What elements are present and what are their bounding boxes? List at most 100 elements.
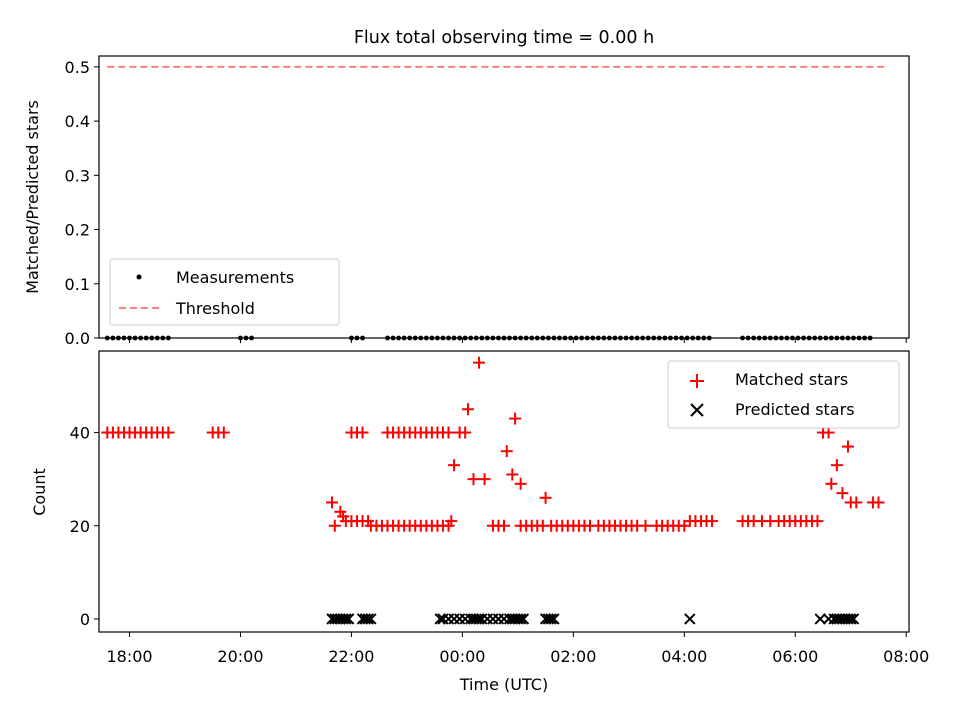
predicted-star-point xyxy=(847,613,860,625)
bottom-ytick-label: 0 xyxy=(80,610,90,629)
matched-star-point xyxy=(459,426,472,439)
measurement-point xyxy=(360,335,365,341)
measurement-point xyxy=(612,335,618,341)
matched-star-point xyxy=(498,519,510,532)
matched-star-point xyxy=(822,426,835,439)
measurement-point xyxy=(751,335,757,341)
measurement-point xyxy=(778,335,784,341)
predicted-star-point xyxy=(442,613,455,625)
measurement-point xyxy=(762,335,768,341)
measurement-point xyxy=(423,335,429,341)
measurement-point xyxy=(396,335,401,341)
matched-star-point xyxy=(162,426,175,439)
legend-threshold-label: Threshold xyxy=(175,299,255,318)
matched-star-point xyxy=(461,403,474,416)
measurement-point xyxy=(618,335,623,341)
measurement-point xyxy=(595,335,601,341)
predicted-star-point xyxy=(545,613,557,625)
matched-star-point xyxy=(509,412,522,425)
bottom-ytick-label: 20 xyxy=(70,517,90,536)
bottom-xtick-label: 00:00 xyxy=(439,647,485,666)
bottom-axes-frame xyxy=(98,350,910,633)
measurement-point xyxy=(518,335,524,341)
matched-star-point xyxy=(356,426,369,439)
bottom-xtick-label: 04:00 xyxy=(661,647,707,666)
measurement-point xyxy=(501,335,507,341)
measurement-point xyxy=(812,335,818,341)
predicted-star-point xyxy=(548,613,560,625)
matched-star-point xyxy=(825,477,838,490)
matched-star-point xyxy=(467,473,480,486)
measurement-point xyxy=(132,335,138,341)
measurement-point xyxy=(451,335,457,341)
measurement-point xyxy=(834,335,840,341)
bottom-xtick-label: 22:00 xyxy=(328,647,374,666)
measurement-point xyxy=(121,335,127,341)
measurement-point xyxy=(867,335,873,341)
measurement-point xyxy=(407,335,413,341)
matched-star-point xyxy=(478,473,491,486)
predicted-star-point xyxy=(473,613,485,625)
measurement-point xyxy=(695,335,701,341)
matched-star-point xyxy=(811,515,824,528)
measurement-point xyxy=(457,335,463,341)
predicted-star-point xyxy=(845,613,857,625)
top-ytick-label: 0.3 xyxy=(65,166,90,185)
predicted-star-point xyxy=(514,613,527,625)
bottom-ylabel: Count xyxy=(30,468,49,516)
bottom-legend: Matched stars Predicted stars xyxy=(667,360,900,429)
legend-matched-marker xyxy=(690,374,704,388)
measurement-point xyxy=(507,335,512,341)
top-ytick-label: 0.2 xyxy=(65,221,90,240)
predicted-star-point xyxy=(517,613,530,625)
measurement-point xyxy=(562,335,568,341)
bottom-xtick-label: 18:00 xyxy=(106,647,152,666)
measurement-point xyxy=(806,335,812,341)
predicted-star-point xyxy=(434,613,446,625)
top-xticks xyxy=(129,338,907,343)
measurement-point xyxy=(110,335,116,341)
measurement-point xyxy=(662,335,668,341)
measurement-point xyxy=(354,335,360,341)
matched-star-point xyxy=(841,440,854,453)
measurement-point xyxy=(435,335,440,341)
measurement-point xyxy=(154,335,160,341)
bottom-xtick-label: 06:00 xyxy=(772,647,818,666)
measurement-point xyxy=(540,335,546,341)
measurement-point xyxy=(512,335,518,341)
bottom-xtick-label: 02:00 xyxy=(550,647,596,666)
top-ylabel: Matched/Predicted stars xyxy=(23,100,42,294)
matched-star-point xyxy=(445,515,458,528)
predicted-star-point xyxy=(342,613,355,625)
matched-star-point xyxy=(473,356,486,369)
bottom-plot-layer xyxy=(101,356,885,625)
measurement-point xyxy=(795,335,801,341)
measurement-point xyxy=(668,335,673,341)
top-ytick-label: 0.4 xyxy=(65,112,90,131)
top-ytick-label: 0.0 xyxy=(65,329,90,348)
measurement-point xyxy=(473,335,479,341)
measurement-point xyxy=(143,335,149,341)
legend-measurement-marker xyxy=(136,274,142,280)
measurement-point xyxy=(568,335,573,341)
measurement-point xyxy=(446,335,451,341)
measurement-point xyxy=(529,335,535,341)
measurement-point xyxy=(390,335,396,341)
legend-matched-label: Matched stars xyxy=(735,370,848,389)
measurement-point xyxy=(573,335,579,341)
bottom-xticks: 18:00 20:00 22:00 00:00 02:00 04:00 06:00 08:00 xyxy=(106,632,929,666)
measurement-point xyxy=(673,335,679,341)
measurement-point xyxy=(801,335,806,341)
measurement-point xyxy=(706,335,712,341)
matched-star-point xyxy=(442,426,455,439)
legend-predicted-marker xyxy=(690,403,704,417)
measurement-point xyxy=(484,335,490,341)
measurement-point xyxy=(773,335,779,341)
measurement-point xyxy=(590,335,596,341)
measurement-point xyxy=(623,335,629,341)
measurement-point xyxy=(701,335,707,341)
measurement-point xyxy=(784,335,790,341)
predicted-star-point xyxy=(487,613,499,625)
bottom-xlabel: Time (UTC) xyxy=(459,675,548,694)
